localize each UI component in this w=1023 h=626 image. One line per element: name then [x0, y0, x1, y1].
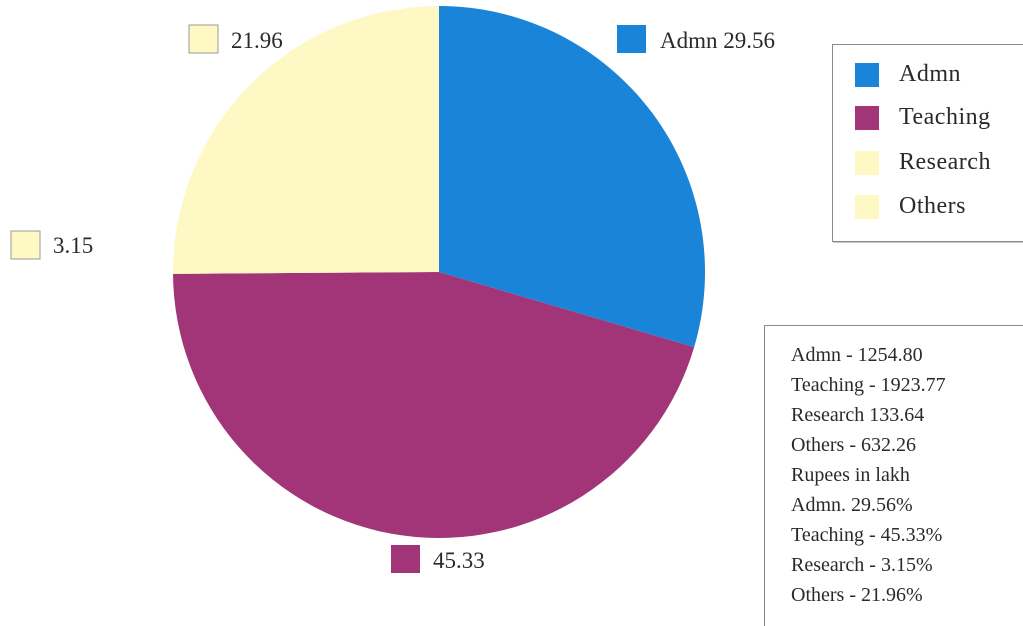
legend-label-admn: Admn — [899, 61, 961, 87]
legend-label-research: Research — [899, 149, 991, 175]
slice-label-teaching: 45.33 — [391, 545, 485, 573]
legend-label-others: Others — [899, 193, 966, 219]
pie-slices — [173, 6, 706, 538]
pie-slice-teaching — [173, 272, 695, 538]
legend-item-research: Research — [855, 149, 991, 176]
legend-item-teaching: Teaching — [855, 104, 991, 131]
slice-label-others: 21.96 — [188, 24, 283, 54]
legend-swatch-research — [855, 150, 879, 175]
slice-label-admn-text: Admn 29.56 — [660, 28, 775, 53]
legend: Admn Teaching Research Others — [832, 44, 1023, 242]
slice-label-admn: Admn 29.56 — [617, 25, 775, 53]
summary-line-teaching-percent: Teaching - 45.33% — [791, 524, 943, 546]
pie-chart: Admn 29.56 45.33 3.15 21.96 — [10, 6, 775, 573]
slice-label-admn-swatch — [617, 25, 646, 53]
legend-item-admn: Admn — [855, 61, 961, 88]
slice-label-research: 3.15 — [10, 230, 93, 260]
slice-label-teaching-swatch — [391, 545, 420, 573]
slice-label-others-text: 21.96 — [231, 28, 283, 53]
summary-line-admn-amount: Admn - 1254.80 — [791, 344, 923, 366]
pie-slice-admn — [439, 6, 706, 348]
summary-line-research-amount: Research 133.64 — [791, 404, 925, 426]
summary-box: Admn - 1254.80 Teaching - 1923.77 Resear… — [764, 325, 1023, 626]
legend-item-others: Others — [855, 193, 966, 220]
summary-line-research-percent: Research - 3.15% — [791, 554, 933, 576]
summary-line-unit: Rupees in lakh — [791, 464, 910, 486]
legend-label-teaching: Teaching — [899, 104, 991, 130]
slice-label-research-swatch — [10, 230, 41, 260]
legend-swatch-admn — [855, 62, 879, 87]
legend-swatch-others — [855, 194, 879, 219]
pie-slice-labels: Admn 29.56 45.33 3.15 21.96 — [10, 24, 775, 573]
summary-line-admn-percent: Admn. 29.56% — [791, 494, 913, 516]
summary-line-teaching-amount: Teaching - 1923.77 — [791, 374, 946, 396]
pie-slice-research — [173, 221, 439, 274]
slice-label-others-swatch — [188, 24, 219, 54]
legend-swatch-teaching — [855, 105, 879, 130]
slice-label-teaching-text: 45.33 — [433, 548, 485, 573]
slice-label-research-text: 3.15 — [53, 233, 93, 258]
summary-line-others-percent: Others - 21.96% — [791, 584, 923, 606]
summary-line-others-amount: Others - 632.26 — [791, 434, 916, 456]
pie-slice-others — [177, 6, 439, 272]
